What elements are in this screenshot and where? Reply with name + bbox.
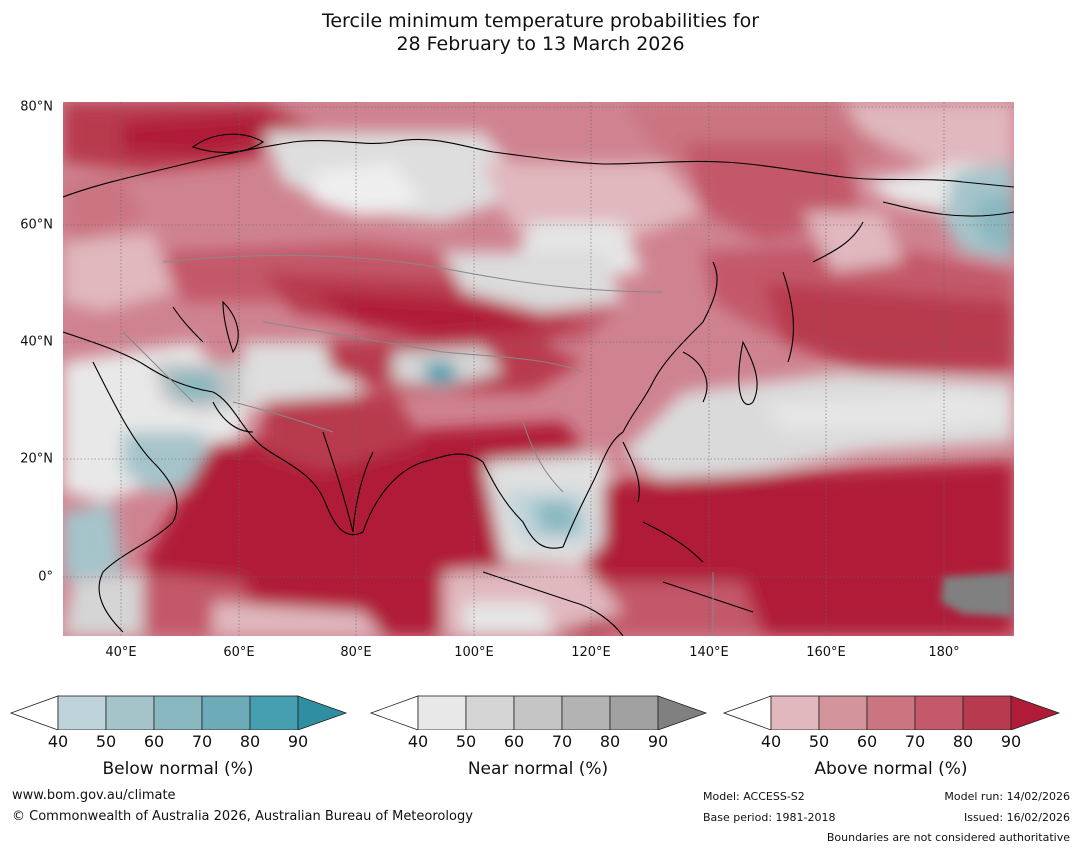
lat-label-40n: 40°N [20, 334, 53, 350]
colorbar-segment [249, 695, 299, 730]
colorbar-segment [465, 695, 515, 730]
colorbar-tick-label: 90 [647, 732, 669, 751]
colorbar-segment [609, 695, 659, 730]
colorbar-segment [57, 695, 107, 730]
lon-label-160e: 160°E [806, 645, 846, 660]
footer-website: www.bom.gov.au/climate [12, 788, 176, 803]
colorbar-tick-label: 80 [952, 732, 974, 751]
colorbar-tick-label: 60 [143, 732, 165, 751]
lon-label-180: 180° [928, 645, 960, 660]
colorbar-segment [105, 695, 155, 730]
title-line-1: Tercile minimum temperature probabilitie… [321, 10, 760, 32]
colorbar-segment [417, 695, 467, 730]
colorbar-tick-label: 50 [95, 732, 117, 751]
colorbar-below-normal [10, 695, 348, 730]
colorbar-tick-label: 60 [856, 732, 878, 751]
footer-copyright: © Commonwealth of Australia 2026, Austra… [12, 809, 473, 824]
colorbar-segment [513, 695, 563, 730]
lon-label-120e: 120°E [571, 645, 611, 660]
map-title: Tercile minimum temperature probabilitie… [0, 10, 1081, 56]
title-line-2: 28 February to 13 March 2026 [396, 33, 685, 55]
colorbar-segment [770, 695, 820, 730]
colorbar-segment [370, 695, 419, 730]
lat-label-20n: 20°N [20, 451, 53, 467]
colorbar-tick-label: 80 [239, 732, 261, 751]
near-normal-high-patch [941, 572, 1014, 617]
colorbar-segment [657, 695, 708, 730]
colorbar-tick-label: 40 [407, 732, 429, 751]
colorbar-near-normal [370, 695, 708, 730]
borders [122, 254, 714, 636]
footer-model: Model: ACCESS-S2 [703, 790, 805, 803]
coastlines [63, 133, 1014, 636]
colorbar-above-normal [723, 695, 1061, 730]
footer-model-run: Model run: 14/02/2026 [944, 790, 1070, 803]
lon-label-80e: 80°E [340, 645, 372, 660]
colorbar-tick-label: 40 [47, 732, 69, 751]
footer-base-period: Base period: 1981-2018 [703, 811, 836, 824]
colorbar-segment [914, 695, 964, 730]
lon-label-100e: 100°E [454, 645, 494, 660]
legend-title-below-normal: Below normal (%) [102, 759, 254, 779]
colorbar-segment [818, 695, 868, 730]
gridlines [63, 102, 1014, 636]
colorbar-tick-label: 60 [503, 732, 525, 751]
probability-map [63, 102, 1014, 636]
colorbar-segment [962, 695, 1012, 730]
colorbar-segment [201, 695, 251, 730]
colorbar-tick-label: 50 [455, 732, 477, 751]
colorbar-tick-label: 70 [551, 732, 573, 751]
lat-label-60n: 60°N [20, 217, 53, 233]
colorbar-tick-label: 80 [599, 732, 621, 751]
colorbar-tick-label: 70 [191, 732, 213, 751]
lon-label-140e: 140°E [689, 645, 729, 660]
colorbar-tick-label: 90 [287, 732, 309, 751]
colorbar-segment [723, 695, 772, 730]
colorbar-segment [561, 695, 611, 730]
colorbar-tick-label: 40 [760, 732, 782, 751]
colorbar-segment [866, 695, 916, 730]
colorbar-segment [1010, 695, 1061, 730]
lat-label-80n: 80°N [20, 99, 53, 115]
colorbar-tick-label: 50 [808, 732, 830, 751]
footer-issued: Issued: 16/02/2026 [963, 811, 1070, 824]
colorbar-segment [10, 695, 59, 730]
colorbar-segment [153, 695, 203, 730]
footer-disclaimer: Boundaries are not considered authoritat… [826, 831, 1070, 844]
lon-label-60e: 60°E [223, 645, 255, 660]
lat-label-0: 0° [38, 569, 53, 585]
colorbar-tick-label: 70 [904, 732, 926, 751]
lon-label-40e: 40°E [105, 645, 137, 660]
colorbar-tick-label: 90 [1000, 732, 1022, 751]
colorbar-segment [297, 695, 348, 730]
legend-title-near-normal: Near normal (%) [467, 759, 609, 779]
legend-title-above-normal: Above normal (%) [814, 759, 968, 779]
